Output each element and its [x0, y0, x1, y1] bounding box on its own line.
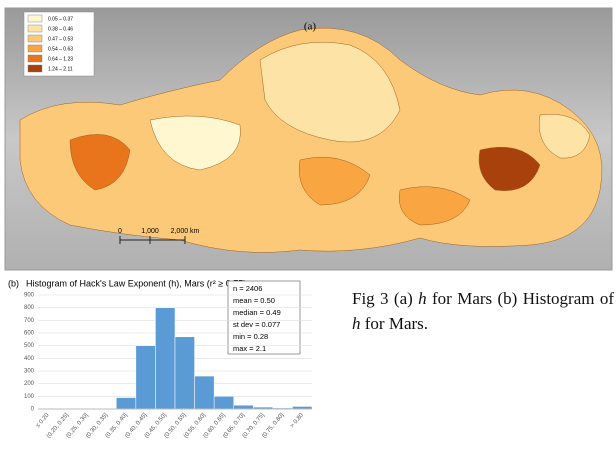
stats-line: median = 0.49 [233, 308, 281, 317]
legend-swatch [28, 55, 42, 62]
legend-label: 0.64 – 1.23 [48, 56, 73, 62]
legend-label: 0.05 – 0.37 [48, 16, 73, 22]
legend-label: 0.54 – 0.63 [48, 46, 73, 52]
scale-label: 0 [118, 228, 122, 235]
y-tick-label: 300 [24, 369, 35, 375]
scale-label: 1,000 [141, 228, 159, 235]
bar [136, 346, 156, 409]
caption-text: Fig 3 (a) [352, 289, 418, 308]
y-tick-label: 900 [24, 293, 35, 299]
bar [195, 376, 215, 409]
y-tick-label: 100 [24, 394, 35, 400]
legend-swatch [28, 65, 42, 72]
y-tick-label: 700 [24, 318, 35, 324]
scale-label: 2,000 km [171, 228, 200, 235]
y-tick-label: 800 [24, 305, 35, 311]
legend-label: 0.47 – 0.53 [48, 36, 73, 42]
caption-text: for Mars. [361, 314, 429, 333]
caption: Fig 3 (a) h for Mars (b) Histogram of h … [352, 286, 614, 336]
caption-symbol: h [352, 314, 361, 333]
bar [214, 396, 234, 409]
y-tick-label: 500 [24, 343, 35, 349]
stats-line: n = 2406 [233, 284, 262, 293]
legend-swatch [28, 35, 42, 42]
legend-label: 0.38 – 0.46 [48, 26, 73, 32]
stats-line: mean = 0.50 [233, 296, 275, 305]
panel-label: (a) [304, 21, 317, 33]
caption-text: for Mars (b) Histogram of [427, 289, 614, 308]
legend-swatch [28, 25, 42, 32]
y-tick-label: 0 [31, 407, 35, 413]
legend-label: 1.24 – 2.11 [48, 66, 73, 72]
panel-label: (b) [8, 278, 19, 288]
stats-line: st dev = 0.077 [233, 320, 280, 329]
chart-title: Histogram of Hack's Law Exponent (h), Ma… [26, 278, 246, 288]
bar [116, 398, 136, 409]
bar [155, 308, 175, 409]
stats-line: max = 2.1 [233, 344, 266, 353]
y-tick-label: 200 [24, 381, 35, 387]
bar [175, 337, 195, 409]
figure: (a) (b) Histogram of Hack's Law Exponent… [0, 0, 616, 455]
y-tick-label: 600 [24, 331, 35, 337]
page: (a) (b) Histogram of Hack's Law Exponent… [0, 0, 616, 455]
x-tick-label: > 0.80 [290, 412, 306, 429]
stats-line: min = 0.28 [233, 332, 268, 341]
legend-swatch [28, 45, 42, 52]
y-tick-label: 400 [24, 356, 35, 362]
bar [234, 405, 254, 409]
caption-symbol: h [418, 289, 427, 308]
x-tick-label: ≤ 0.20 [35, 412, 51, 429]
legend-swatch [28, 15, 42, 22]
